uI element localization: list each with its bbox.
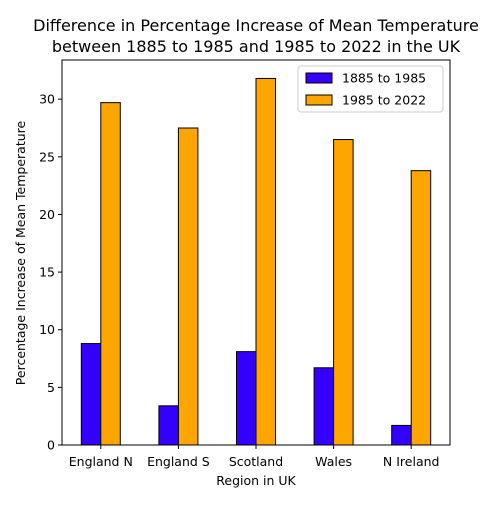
- legend-label-series-2: 1985 to 2022: [342, 93, 426, 108]
- bar-series-2-england-n: [100, 102, 121, 446]
- chart-title-line-1: Difference in Percentage Increase of Mea…: [33, 16, 479, 35]
- bar-series-2-wales: [333, 139, 354, 446]
- y-tick-label: 10: [39, 322, 55, 337]
- y-axis-label: Percentage Increase of Mean Temperature: [13, 120, 28, 385]
- bar-series-2-england-s: [177, 127, 199, 446]
- legend-label-series-1: 1885 to 1985: [342, 71, 426, 86]
- legend-box: [297, 65, 444, 113]
- x-tick-label: England N: [69, 454, 133, 469]
- y-ticks: 0 5 10 15 20 25 30: [39, 92, 62, 453]
- bar-series-1-england-s: [158, 405, 179, 446]
- x-tick-label: Scotland: [229, 454, 283, 469]
- bar-series-2-n-ireland: [410, 170, 432, 446]
- x-ticks: England N England S Scotland Wales N Ireland: [69, 445, 440, 469]
- y-tick-label: 15: [39, 265, 55, 280]
- x-tick-label: England S: [147, 454, 210, 469]
- y-tick-label: 5: [47, 380, 55, 395]
- bar-series-1-n-ireland: [391, 424, 412, 446]
- bar-series-1-wales: [313, 367, 335, 446]
- y-tick-label: 25: [39, 149, 55, 164]
- x-axis-label: Region in UK: [216, 473, 296, 488]
- bars: [80, 77, 432, 446]
- bar-series-1-scotland: [236, 351, 257, 446]
- y-tick-label: 20: [39, 207, 55, 222]
- x-tick-label: N Ireland: [383, 454, 440, 469]
- chart-title: Difference in Percentage Increase of Mea…: [33, 16, 479, 56]
- bar-series-1-england-n: [80, 343, 102, 446]
- y-tick-label: 30: [39, 92, 55, 107]
- chart-title-line-2: between 1885 to 1985 and 1985 to 2022 in…: [52, 37, 461, 56]
- legend-swatch-series-2: [305, 94, 333, 106]
- x-tick-label: Wales: [315, 454, 352, 469]
- legend-swatch-series-1: [305, 72, 333, 84]
- legend: 1885 to 1985 1985 to 2022: [297, 65, 444, 113]
- bar-series-2-scotland: [255, 77, 276, 446]
- y-tick-label: 0: [47, 438, 55, 453]
